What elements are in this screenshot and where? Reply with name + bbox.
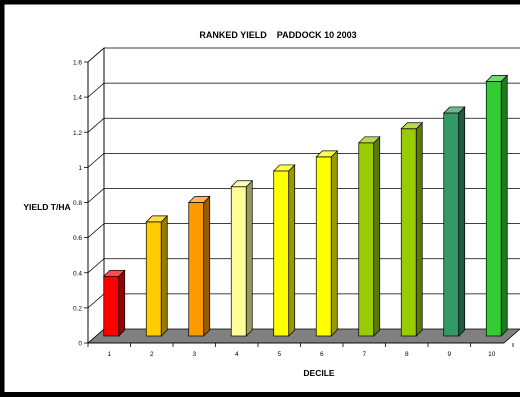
y-tick-label: 0.6 bbox=[73, 235, 82, 242]
x-tick-label: 1 bbox=[107, 351, 111, 358]
x-axis-label: DECILE bbox=[303, 368, 335, 378]
y-tick-label: 1 bbox=[78, 165, 82, 172]
x-tick-label: 4 bbox=[235, 351, 239, 358]
bar-top bbox=[357, 136, 381, 144]
bar-top bbox=[102, 269, 126, 277]
bar-9 bbox=[442, 106, 466, 337]
bar-top bbox=[315, 150, 339, 158]
gridline-side bbox=[87, 223, 105, 238]
gridline-side bbox=[87, 188, 105, 203]
bar-8 bbox=[400, 121, 424, 337]
x-tick-label: 10 bbox=[488, 351, 496, 358]
bar-2 bbox=[145, 214, 169, 337]
bar-top bbox=[187, 196, 211, 203]
bar-4 bbox=[230, 179, 254, 337]
y-tick-label: 0.2 bbox=[73, 305, 82, 312]
gridline-side bbox=[87, 47, 105, 63]
bar-1 bbox=[102, 269, 126, 337]
y-tick-label: 0.4 bbox=[73, 270, 82, 277]
bar-front bbox=[315, 156, 332, 337]
x-tick-label: 5 bbox=[277, 351, 281, 358]
bar-side bbox=[288, 164, 296, 337]
bar-top bbox=[145, 215, 169, 223]
gridline-side bbox=[87, 258, 105, 274]
gridline-side bbox=[87, 117, 105, 133]
bar-7 bbox=[357, 135, 381, 337]
bar-side bbox=[458, 106, 466, 337]
y-axis-label: YIELD T/HA bbox=[23, 202, 70, 212]
bar-top bbox=[485, 74, 509, 82]
bar-side bbox=[245, 179, 253, 337]
bar-top bbox=[400, 122, 424, 130]
y-tick-label: 1.4 bbox=[73, 95, 82, 102]
bar-side bbox=[160, 214, 168, 337]
gridline-side bbox=[87, 153, 105, 168]
bar-side bbox=[500, 74, 508, 337]
chart-title: RANKED YIELD PADDOCK 10 2003 bbox=[199, 30, 356, 40]
bar-front bbox=[230, 186, 247, 337]
gridline-side bbox=[87, 293, 105, 309]
bar-top bbox=[230, 180, 254, 188]
x-tick-label: 6 bbox=[320, 351, 324, 358]
y-tick-label: 0.8 bbox=[73, 200, 82, 207]
x-tick-label: 3 bbox=[192, 351, 196, 358]
bar-front bbox=[400, 128, 417, 337]
bar-front bbox=[103, 275, 120, 337]
bar-side bbox=[203, 195, 211, 337]
y-tick-label: 1.2 bbox=[73, 130, 82, 137]
y-tick-label: 1.6 bbox=[73, 60, 82, 67]
plot-area: 0 0.2 0.4 0.6 0.8 1 1.2 1.4 1.6 1 2 3 4 5 6 7 8 9 10 bbox=[73, 47, 520, 358]
bar-top bbox=[272, 164, 296, 172]
bar-6 bbox=[315, 150, 339, 337]
x-tick-label: 2 bbox=[150, 351, 154, 358]
bar-front bbox=[145, 221, 162, 337]
bar-side bbox=[373, 135, 381, 337]
bar-front bbox=[485, 80, 502, 337]
bar-side bbox=[118, 269, 126, 337]
bar-top bbox=[442, 106, 466, 114]
x-tick-label: 7 bbox=[362, 351, 366, 358]
bar-front bbox=[188, 202, 205, 337]
x-tick-label: 9 bbox=[447, 351, 451, 358]
bar-side bbox=[415, 121, 423, 337]
bar-front bbox=[358, 142, 375, 337]
bar-side bbox=[330, 150, 338, 337]
bar-front bbox=[273, 170, 290, 337]
bar-10 bbox=[485, 74, 509, 337]
bar-3 bbox=[187, 195, 211, 337]
x-tick-label: 8 bbox=[405, 351, 409, 358]
gridline-side bbox=[87, 82, 105, 98]
bar-5 bbox=[272, 164, 296, 337]
y-tick-label: 0 bbox=[78, 341, 82, 348]
bar-front bbox=[443, 112, 460, 337]
